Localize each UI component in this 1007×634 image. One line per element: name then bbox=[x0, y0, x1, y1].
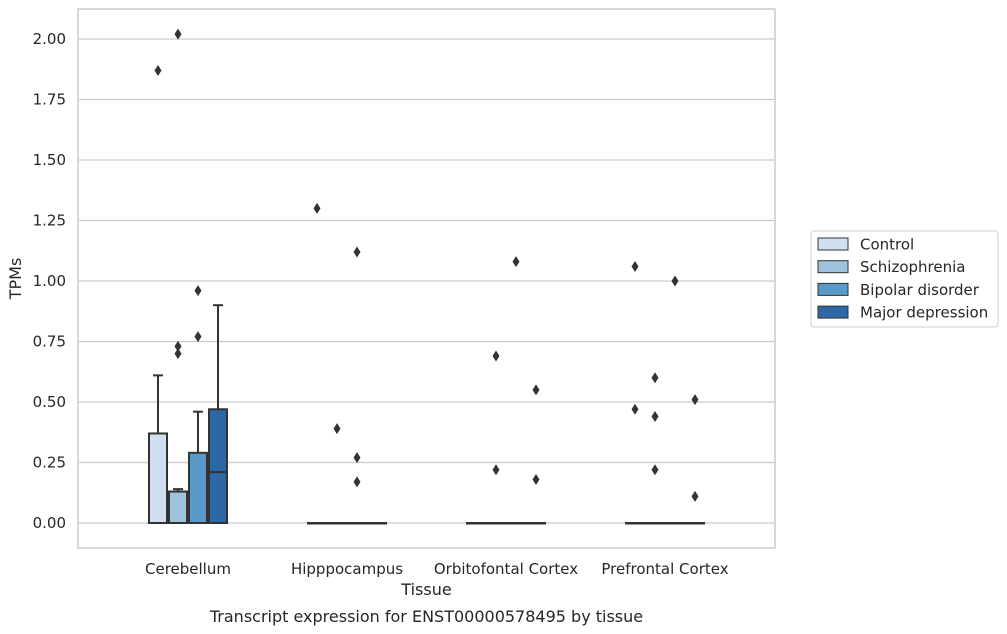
outlier-point bbox=[532, 473, 540, 485]
chart-caption: Transcript expression for ENST0000057849… bbox=[209, 607, 643, 626]
box-major-depression bbox=[208, 304, 228, 525]
box-body bbox=[148, 432, 168, 524]
outlier-point bbox=[353, 246, 361, 258]
box-schizophrenia bbox=[168, 488, 188, 525]
box-schizophrenia bbox=[645, 522, 665, 525]
box-bipolar-disorder bbox=[347, 522, 367, 525]
x-axis-ticks: Cerebellum Hipppocampus Orbitofontal Corte… bbox=[145, 560, 729, 578]
box-control bbox=[307, 522, 327, 525]
y-tick-label: 2.00 bbox=[33, 30, 66, 48]
x-tick-label: Orbitofontal Cortex bbox=[434, 560, 578, 578]
outlier-point bbox=[651, 464, 659, 476]
box-control bbox=[625, 522, 645, 525]
box-major-depression bbox=[685, 522, 705, 525]
outlier-point bbox=[154, 64, 162, 76]
outlier-point bbox=[631, 260, 639, 272]
outlier-point bbox=[691, 394, 699, 406]
box-bipolar-disorder bbox=[665, 522, 685, 525]
y-tick-label: 0.00 bbox=[33, 514, 66, 532]
box-major-depression bbox=[367, 522, 387, 525]
legend-label: Control bbox=[860, 236, 914, 254]
legend: Control Schizophrenia Bipolar disorder Majo… bbox=[810, 230, 999, 328]
outlier-point bbox=[194, 285, 202, 297]
outlier-point bbox=[353, 452, 361, 464]
y-axis-title: TPMs bbox=[6, 258, 25, 301]
box-body bbox=[188, 451, 208, 525]
box-control bbox=[148, 374, 168, 524]
legend-label: Bipolar disorder bbox=[860, 281, 980, 299]
outlier-point bbox=[492, 464, 500, 476]
box-schizophrenia bbox=[327, 522, 347, 525]
outlier-point bbox=[651, 372, 659, 384]
outlier-point bbox=[532, 384, 540, 396]
legend-label: Major depression bbox=[860, 304, 988, 322]
outlier-point bbox=[651, 411, 659, 423]
legend-swatch bbox=[817, 305, 849, 319]
outlier-point bbox=[313, 202, 321, 214]
x-axis-title: Tissue bbox=[400, 580, 451, 599]
plot-frame bbox=[77, 8, 776, 549]
legend-swatch bbox=[817, 260, 849, 274]
outlier-point bbox=[492, 350, 500, 362]
legend-swatch bbox=[817, 237, 849, 251]
outliers-layer bbox=[154, 28, 699, 502]
box-control bbox=[466, 522, 486, 525]
y-tick-label: 1.25 bbox=[33, 212, 66, 230]
y-tick-label: 0.50 bbox=[33, 393, 66, 411]
x-tick-label: Prefrontal Cortex bbox=[601, 560, 728, 578]
outlier-point bbox=[194, 331, 202, 343]
x-tick-label: Cerebellum bbox=[145, 560, 231, 578]
y-tick-label: 1.75 bbox=[33, 91, 66, 109]
plot-background bbox=[78, 9, 775, 548]
outlier-point bbox=[671, 275, 679, 287]
box-bipolar-disorder bbox=[506, 522, 526, 525]
y-tick-label: 1.00 bbox=[33, 272, 66, 290]
outlier-point bbox=[631, 403, 639, 415]
box-major-depression bbox=[526, 522, 546, 525]
outlier-point bbox=[174, 348, 182, 360]
boxes-layer bbox=[148, 304, 705, 525]
outlier-point bbox=[353, 476, 361, 488]
y-tick-label: 0.25 bbox=[33, 454, 66, 472]
y-axis-ticks: 0.00 0.25 0.50 0.75 1.00 1.25 1.50 1.75 2.00 bbox=[33, 30, 66, 532]
y-tick-label: 1.50 bbox=[33, 151, 66, 169]
legend-frame bbox=[810, 230, 999, 328]
box-schizophrenia bbox=[486, 522, 506, 525]
outlier-point bbox=[174, 28, 182, 40]
box-body bbox=[208, 408, 228, 525]
outlier-point bbox=[333, 423, 341, 435]
legend-label: Schizophrenia bbox=[860, 258, 965, 276]
outlier-point bbox=[174, 340, 182, 352]
outlier-point bbox=[691, 490, 699, 502]
legend-swatch bbox=[817, 282, 849, 296]
box-bipolar-disorder bbox=[188, 410, 208, 525]
y-tick-label: 0.75 bbox=[33, 333, 66, 351]
box-body bbox=[168, 490, 188, 525]
outlier-point bbox=[512, 256, 520, 268]
x-tick-label: Hipppocampus bbox=[291, 560, 403, 578]
